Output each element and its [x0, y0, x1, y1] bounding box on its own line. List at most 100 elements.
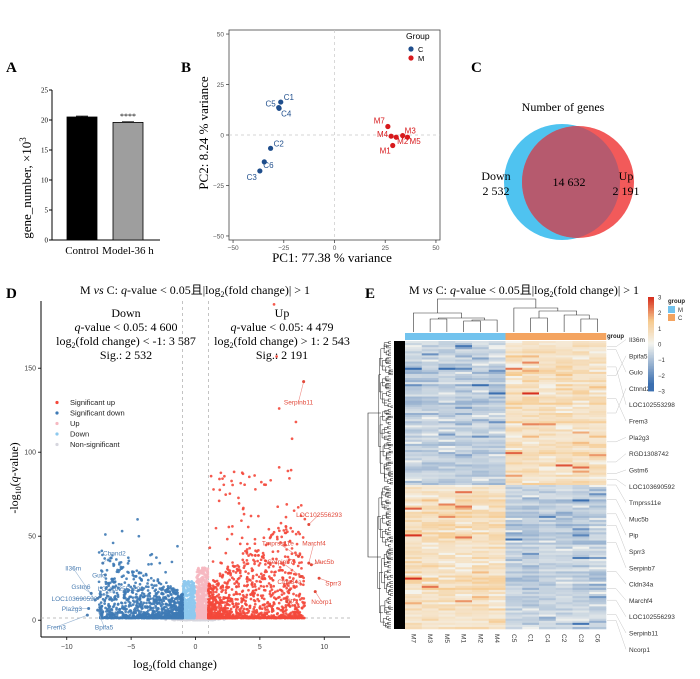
heatmap-cell: [572, 470, 590, 473]
heatmap-cell: [572, 417, 590, 420]
legend-label: Significant up: [70, 398, 115, 407]
pca-point-label: M7: [374, 117, 386, 126]
heatmap-cell: [505, 343, 523, 346]
heatmap-cell: [438, 425, 456, 428]
heatmap-cell: [572, 357, 590, 360]
heatmap-cell: [522, 365, 540, 369]
heatmap-cell: [488, 388, 506, 391]
heatmap-cell: [555, 499, 573, 502]
heatmap-cell: [555, 427, 573, 430]
volcano-point: [262, 613, 266, 617]
heatmap-cell: [455, 485, 473, 488]
heatmap-cell: [572, 464, 590, 467]
gene-labeled-point: [309, 563, 313, 567]
volcano-point: [189, 588, 193, 591]
heatmap-cell: [539, 369, 557, 373]
heatmap-cell: [472, 429, 490, 432]
heatmap-cell: [522, 427, 540, 430]
volcano-point: [202, 599, 205, 603]
volcano-point: [197, 566, 200, 570]
pca-point-label: M2: [397, 137, 409, 146]
volcano-point: [124, 604, 127, 608]
volcano-point: [123, 592, 127, 596]
volcano-point: [185, 611, 188, 615]
heatmap-cell: [539, 470, 557, 473]
volcano-point: [152, 613, 155, 616]
heatmap-cell: [505, 400, 523, 404]
heatmap-cell: [405, 482, 423, 486]
heatmap-cell: [572, 415, 590, 418]
heatmap-cell: [505, 357, 523, 360]
heatmap-cell: [522, 369, 540, 373]
heatmap-cell: [539, 482, 557, 486]
volcano-point: [103, 557, 107, 560]
bar-chart-y-label: gene_number, ×103: [18, 137, 34, 239]
heatmap-cell: [539, 373, 557, 377]
heatmap-cell: [505, 402, 523, 406]
venn-up-label: Up: [619, 169, 634, 183]
heatmap-cell: [421, 433, 439, 436]
volcano-point: [302, 605, 305, 608]
volcano-point: [207, 608, 211, 611]
heatmap-cell: [455, 415, 473, 418]
heatmap-cell: [555, 445, 573, 449]
heatmap-cell: [421, 443, 439, 447]
pca-point-label: C3: [247, 173, 258, 182]
heatmap-cell: [589, 460, 607, 463]
volcano-point: [204, 604, 208, 608]
heatmap-cell: [438, 404, 456, 408]
heatmap-cell: [455, 439, 473, 443]
volcano-point: [201, 618, 205, 622]
volcano-point: [149, 576, 153, 580]
volcano-point: [240, 616, 244, 620]
heatmap-cell: [421, 363, 439, 366]
heatmap-cell: [438, 380, 456, 383]
heatmap-cell: [539, 402, 557, 406]
volcano-point: [283, 541, 286, 545]
heatmap-cell: [505, 394, 523, 397]
volcano-point: [232, 593, 236, 597]
y-tick-label: 100: [24, 450, 36, 457]
heatmap-cell: [405, 445, 423, 449]
y-tick-label: 20: [41, 117, 49, 125]
heatmap-cell: [472, 439, 490, 443]
volcano-point: [282, 592, 286, 595]
heatmap-cell: [522, 497, 540, 500]
volcano-point: [200, 609, 204, 613]
heatmap-cell: [488, 450, 506, 453]
volcano-point: [288, 613, 292, 617]
heatmap-cell: [488, 378, 506, 381]
volcano-point: [207, 615, 210, 619]
heatmap-cell: [438, 493, 456, 496]
volcano-point: [259, 558, 263, 562]
volcano-point: [267, 575, 271, 578]
pca-legend-marker-c: [408, 46, 414, 52]
heatmap-cell: [472, 478, 490, 482]
pca-y-label: PC2: 8.24 % variance: [196, 76, 211, 190]
heatmap-cell: [455, 345, 473, 348]
heatmap-cell: [522, 423, 540, 426]
volcano-point: [196, 578, 200, 581]
volcano-point: [190, 580, 193, 583]
volcano-point: [299, 514, 303, 518]
volcano-point: [271, 578, 275, 582]
venn-intersection-count: 14 632: [553, 175, 586, 189]
volcano-point: [249, 593, 253, 596]
heatmap-cell: [405, 437, 423, 441]
volcano-point: [227, 525, 231, 529]
heatmap-cell: [405, 429, 423, 432]
heatmap-cell: [572, 472, 590, 476]
heatmap-cell: [455, 410, 473, 414]
heatmap-cell: [539, 390, 557, 393]
volcano-point: [175, 592, 178, 596]
heatmap-cell: [589, 361, 607, 364]
heatmap-cell: [522, 351, 540, 354]
volcano-point: [300, 555, 304, 559]
volcano-point: [201, 616, 204, 620]
volcano-point: [232, 605, 236, 608]
gene-labeled-point: [287, 588, 291, 592]
volcano-point: [114, 558, 118, 561]
heatmap-cell: [555, 408, 573, 412]
volcano-point: [265, 584, 269, 588]
volcano-point: [234, 602, 238, 605]
